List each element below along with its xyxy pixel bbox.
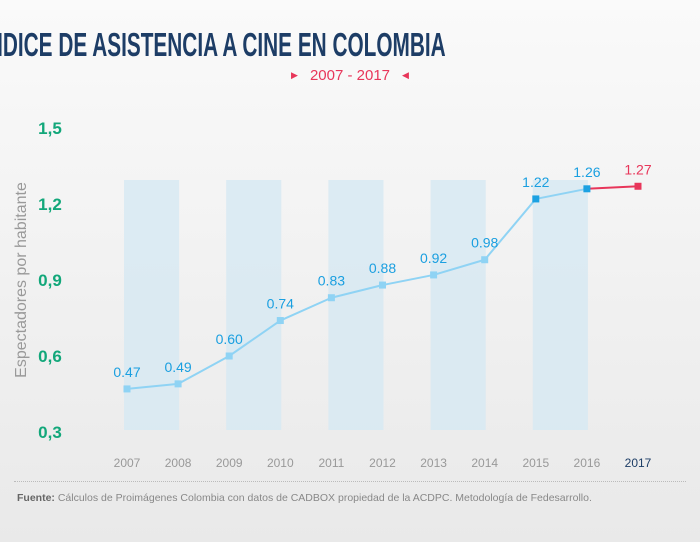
column-band [226, 180, 282, 430]
y-tick-label: 0,3 [38, 423, 62, 442]
data-label: 0.92 [420, 250, 447, 266]
source-label: Fuente: [17, 492, 55, 504]
data-point [174, 380, 182, 388]
data-point [430, 271, 438, 279]
data-label: 0.98 [471, 235, 498, 251]
data-point [276, 317, 284, 325]
data-label: 0.60 [216, 331, 243, 347]
source-note: Fuente: Cálculos de Proimágenes Colombia… [17, 492, 592, 504]
triangle-right-icon: ▶ [291, 70, 298, 80]
y-tick-label: 0,6 [38, 347, 62, 366]
line-segment [586, 185, 639, 190]
x-tick-label: 2013 [420, 456, 447, 470]
line-segment [126, 382, 179, 390]
x-tick-label: 2008 [165, 456, 192, 470]
divider [14, 481, 686, 482]
x-tick-label: 2017 [625, 456, 652, 470]
x-tick-label: 2009 [216, 456, 243, 470]
data-point [379, 281, 386, 289]
x-tick-label: 2015 [522, 456, 549, 470]
line-segment [331, 284, 383, 299]
triangle-left-icon: ◀ [402, 70, 409, 80]
data-label: 0.83 [318, 273, 345, 289]
x-tick-label: 2016 [574, 456, 601, 470]
column-band [532, 180, 588, 430]
line-segment [279, 296, 332, 322]
data-label: 0.74 [267, 296, 294, 312]
chart-subtitle: ▶ 2007 - 2017 ◀ [0, 66, 700, 85]
column-band [124, 180, 180, 430]
data-point [634, 182, 642, 190]
y-tick-label: 1,5 [38, 119, 62, 138]
data-label: 0.88 [369, 260, 396, 276]
line-segment [535, 187, 588, 200]
data-label: 0.49 [164, 359, 191, 375]
data-point [225, 352, 233, 360]
data-point [583, 185, 591, 193]
x-tick-label: 2011 [318, 456, 344, 470]
y-tick-label: 0,9 [38, 271, 62, 290]
line-segment [382, 273, 434, 287]
data-label: 1.26 [573, 164, 600, 180]
data-label: 0.47 [113, 364, 140, 380]
line-segment [483, 198, 537, 261]
y-axis-label: Espectadores por habitante [13, 182, 30, 378]
column-band [328, 180, 384, 430]
x-tick-label: 2007 [114, 456, 141, 470]
column-band [430, 180, 486, 430]
source-text: Cálculos de Proimágenes Colombia con dat… [54, 492, 592, 504]
line-chart: 1,5 1,2 0,9 0,6 0,3 Espectadores por habitant… [13, 119, 652, 470]
chart-title: ÍNDICE DE ASISTENCIA A CINE EN COLOMBIA [0, 26, 446, 63]
x-tick-label: 2014 [471, 456, 498, 470]
data-point [481, 256, 489, 264]
line-segment [177, 355, 230, 385]
x-tick-label: 2012 [369, 456, 396, 470]
line-segment [433, 258, 485, 276]
x-tick-label: 2010 [267, 456, 294, 470]
data-point [123, 385, 131, 393]
line-segment [228, 319, 281, 357]
data-point [532, 195, 540, 203]
subtitle-text: 2007 - 2017 [309, 67, 391, 84]
data-point [327, 294, 335, 302]
data-label: 1.22 [522, 174, 549, 190]
data-label: 1.27 [624, 161, 651, 177]
y-tick-label: 1,2 [38, 195, 62, 214]
